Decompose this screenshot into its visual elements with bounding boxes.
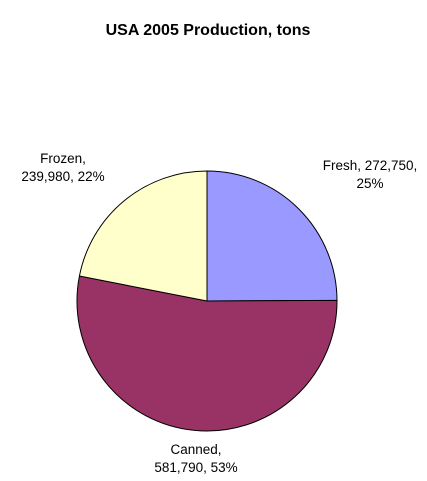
- pie-slice-canned: [76, 275, 338, 432]
- slice-label-canned: Canned, 581,790, 53%: [154, 442, 237, 475]
- pie-slice-frozen: [78, 170, 208, 302]
- pie-slices: [76, 170, 338, 432]
- slice-label-line: 581,790, 53%: [154, 460, 237, 475]
- chart-title: USA 2005 Production, tons: [106, 22, 311, 39]
- slice-label-frozen: Frozen, 239,980, 22%: [21, 151, 104, 184]
- slice-label-line: 25%: [356, 176, 383, 191]
- slice-label-line: Frozen,: [40, 151, 86, 166]
- pie-labels: Fresh, 272,750, 25% Canned, 581,790, 53% Fro…: [21, 151, 417, 475]
- slice-label-line: Fresh, 272,750,: [323, 158, 418, 173]
- pie-slice-fresh: [206, 170, 338, 302]
- slice-label-line: 239,980, 22%: [21, 169, 104, 184]
- slice-label-line: Canned,: [170, 442, 221, 457]
- slice-label-fresh: Fresh, 272,750, 25%: [323, 158, 418, 191]
